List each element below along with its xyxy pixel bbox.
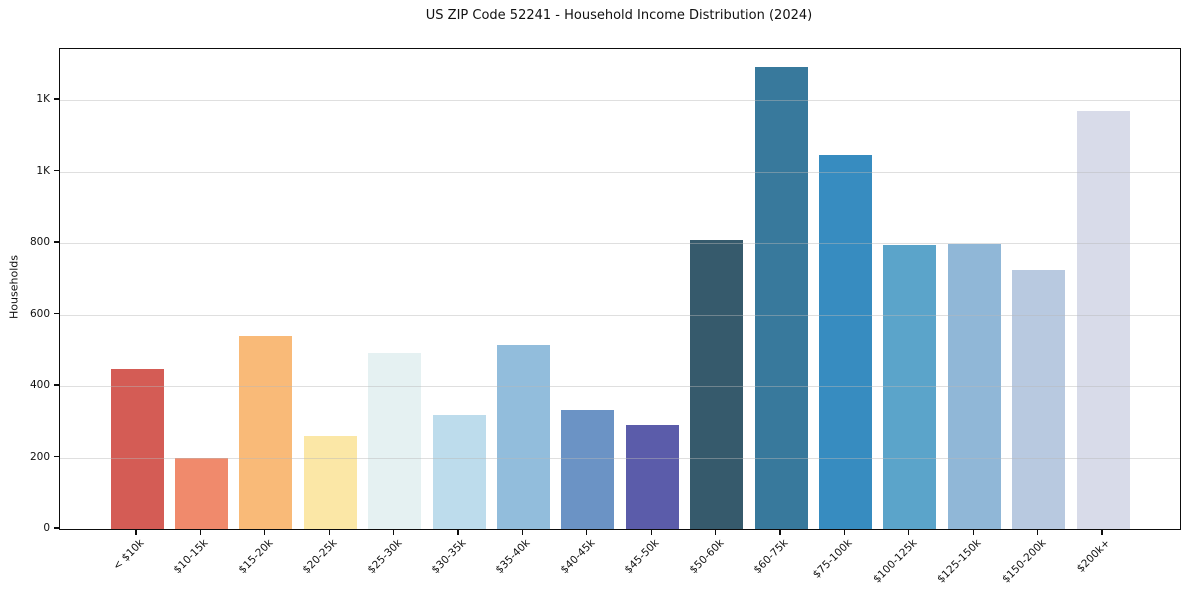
x-tick-mark [779,529,781,535]
bar-35-40k [496,345,550,529]
bar-30-35k [432,414,486,529]
x-tick-mark [586,529,588,535]
bar-40-45k [561,409,615,529]
y-tick-label: 600 [29,307,50,320]
bar-60-75k [754,66,808,529]
bar-20-25k [303,436,357,529]
bar-150-200k [1012,269,1066,529]
y-tick-label: 800 [29,236,50,249]
y-tick-mark [54,241,59,243]
bar-25-30k [368,353,422,529]
x-tick-mark [714,529,717,535]
x-tick-mark [908,529,910,535]
y-tick-label: 400 [29,379,50,392]
x-tick-mark [328,529,330,535]
x-tick-label-200k: $200k+ [1074,537,1113,575]
bar-200k [1076,110,1130,529]
x-tick-label-20-25k: $20-25k [300,537,340,577]
x-tick-label-40-45k: $40-45k [558,537,598,577]
x-tick-mark [135,529,137,535]
bar-10k [110,369,164,529]
gridline-1200 [60,100,1180,102]
x-tick-label-100-125k: $100-125k [870,537,920,586]
y-tick-label: 200 [29,450,50,463]
y-tick-mark [54,312,59,315]
x-tick-mark [392,529,395,535]
y-tick-mark [54,455,59,458]
x-tick-label-25-30k: $25-30k [364,537,405,577]
y-tick-label: 0 [43,522,50,534]
x-tick-label-125-150k: $125-150k [935,537,984,586]
y-tick-mark [54,527,59,529]
y-tick-mark [54,169,59,172]
x-tick-label-150-200k: $150-200k [999,537,1049,586]
y-tick-label: 1K [36,93,50,106]
gridline-800 [60,243,1180,245]
x-tick-mark [972,529,974,535]
x-tick-mark [843,529,846,535]
x-tick-mark [650,529,652,535]
x-tick-label-10-15k: $10-15k [171,537,211,577]
chart-title: US ZIP Code 52241 - Household Income Dis… [425,8,813,23]
x-tick-mark [1036,529,1039,535]
x-tick-mark [1101,529,1103,535]
bar-15-20k [239,336,293,529]
x-tick-label-30-35k: $30-35k [429,537,469,577]
bar-10-15k [174,458,228,529]
bar-75-100k [818,154,872,529]
x-tick-label-15-20k: $15-20k [236,537,276,577]
bar-50-60k [690,239,744,529]
x-tick-label-45-50k: $45-50k [622,537,662,577]
x-tick-mark [264,529,266,535]
y-tick-label: 1K [36,164,50,177]
bar-45-50k [625,425,679,529]
x-tick-label-50-60k: $50-60k [686,537,727,577]
x-tick-mark [521,529,524,535]
x-tick-mark [199,529,202,535]
gridline-1000 [60,171,1180,173]
y-tick-mark [54,384,59,386]
bar-125-150k [947,244,1001,529]
x-tick-label-35-40k: $35-40k [493,537,533,577]
bar-100-125k [883,245,937,529]
x-tick-label-60-75k: $60-75k [751,537,791,577]
x-tick-mark [457,529,459,535]
x-tick-label-10k: < $10k [110,537,147,573]
x-tick-label-75-100k: $75-100k [811,537,855,581]
plot-area [59,48,1181,530]
y-tick-mark [54,98,59,100]
